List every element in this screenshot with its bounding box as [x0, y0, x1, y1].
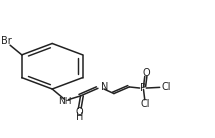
Text: O: O	[76, 108, 83, 117]
Text: O: O	[142, 68, 150, 78]
Text: Cl: Cl	[162, 82, 171, 92]
Text: Br: Br	[1, 36, 12, 46]
Text: N: N	[101, 82, 109, 92]
Text: H: H	[76, 112, 83, 122]
Text: Cl: Cl	[140, 99, 150, 109]
Text: P: P	[140, 83, 146, 93]
Text: NH: NH	[58, 97, 71, 106]
